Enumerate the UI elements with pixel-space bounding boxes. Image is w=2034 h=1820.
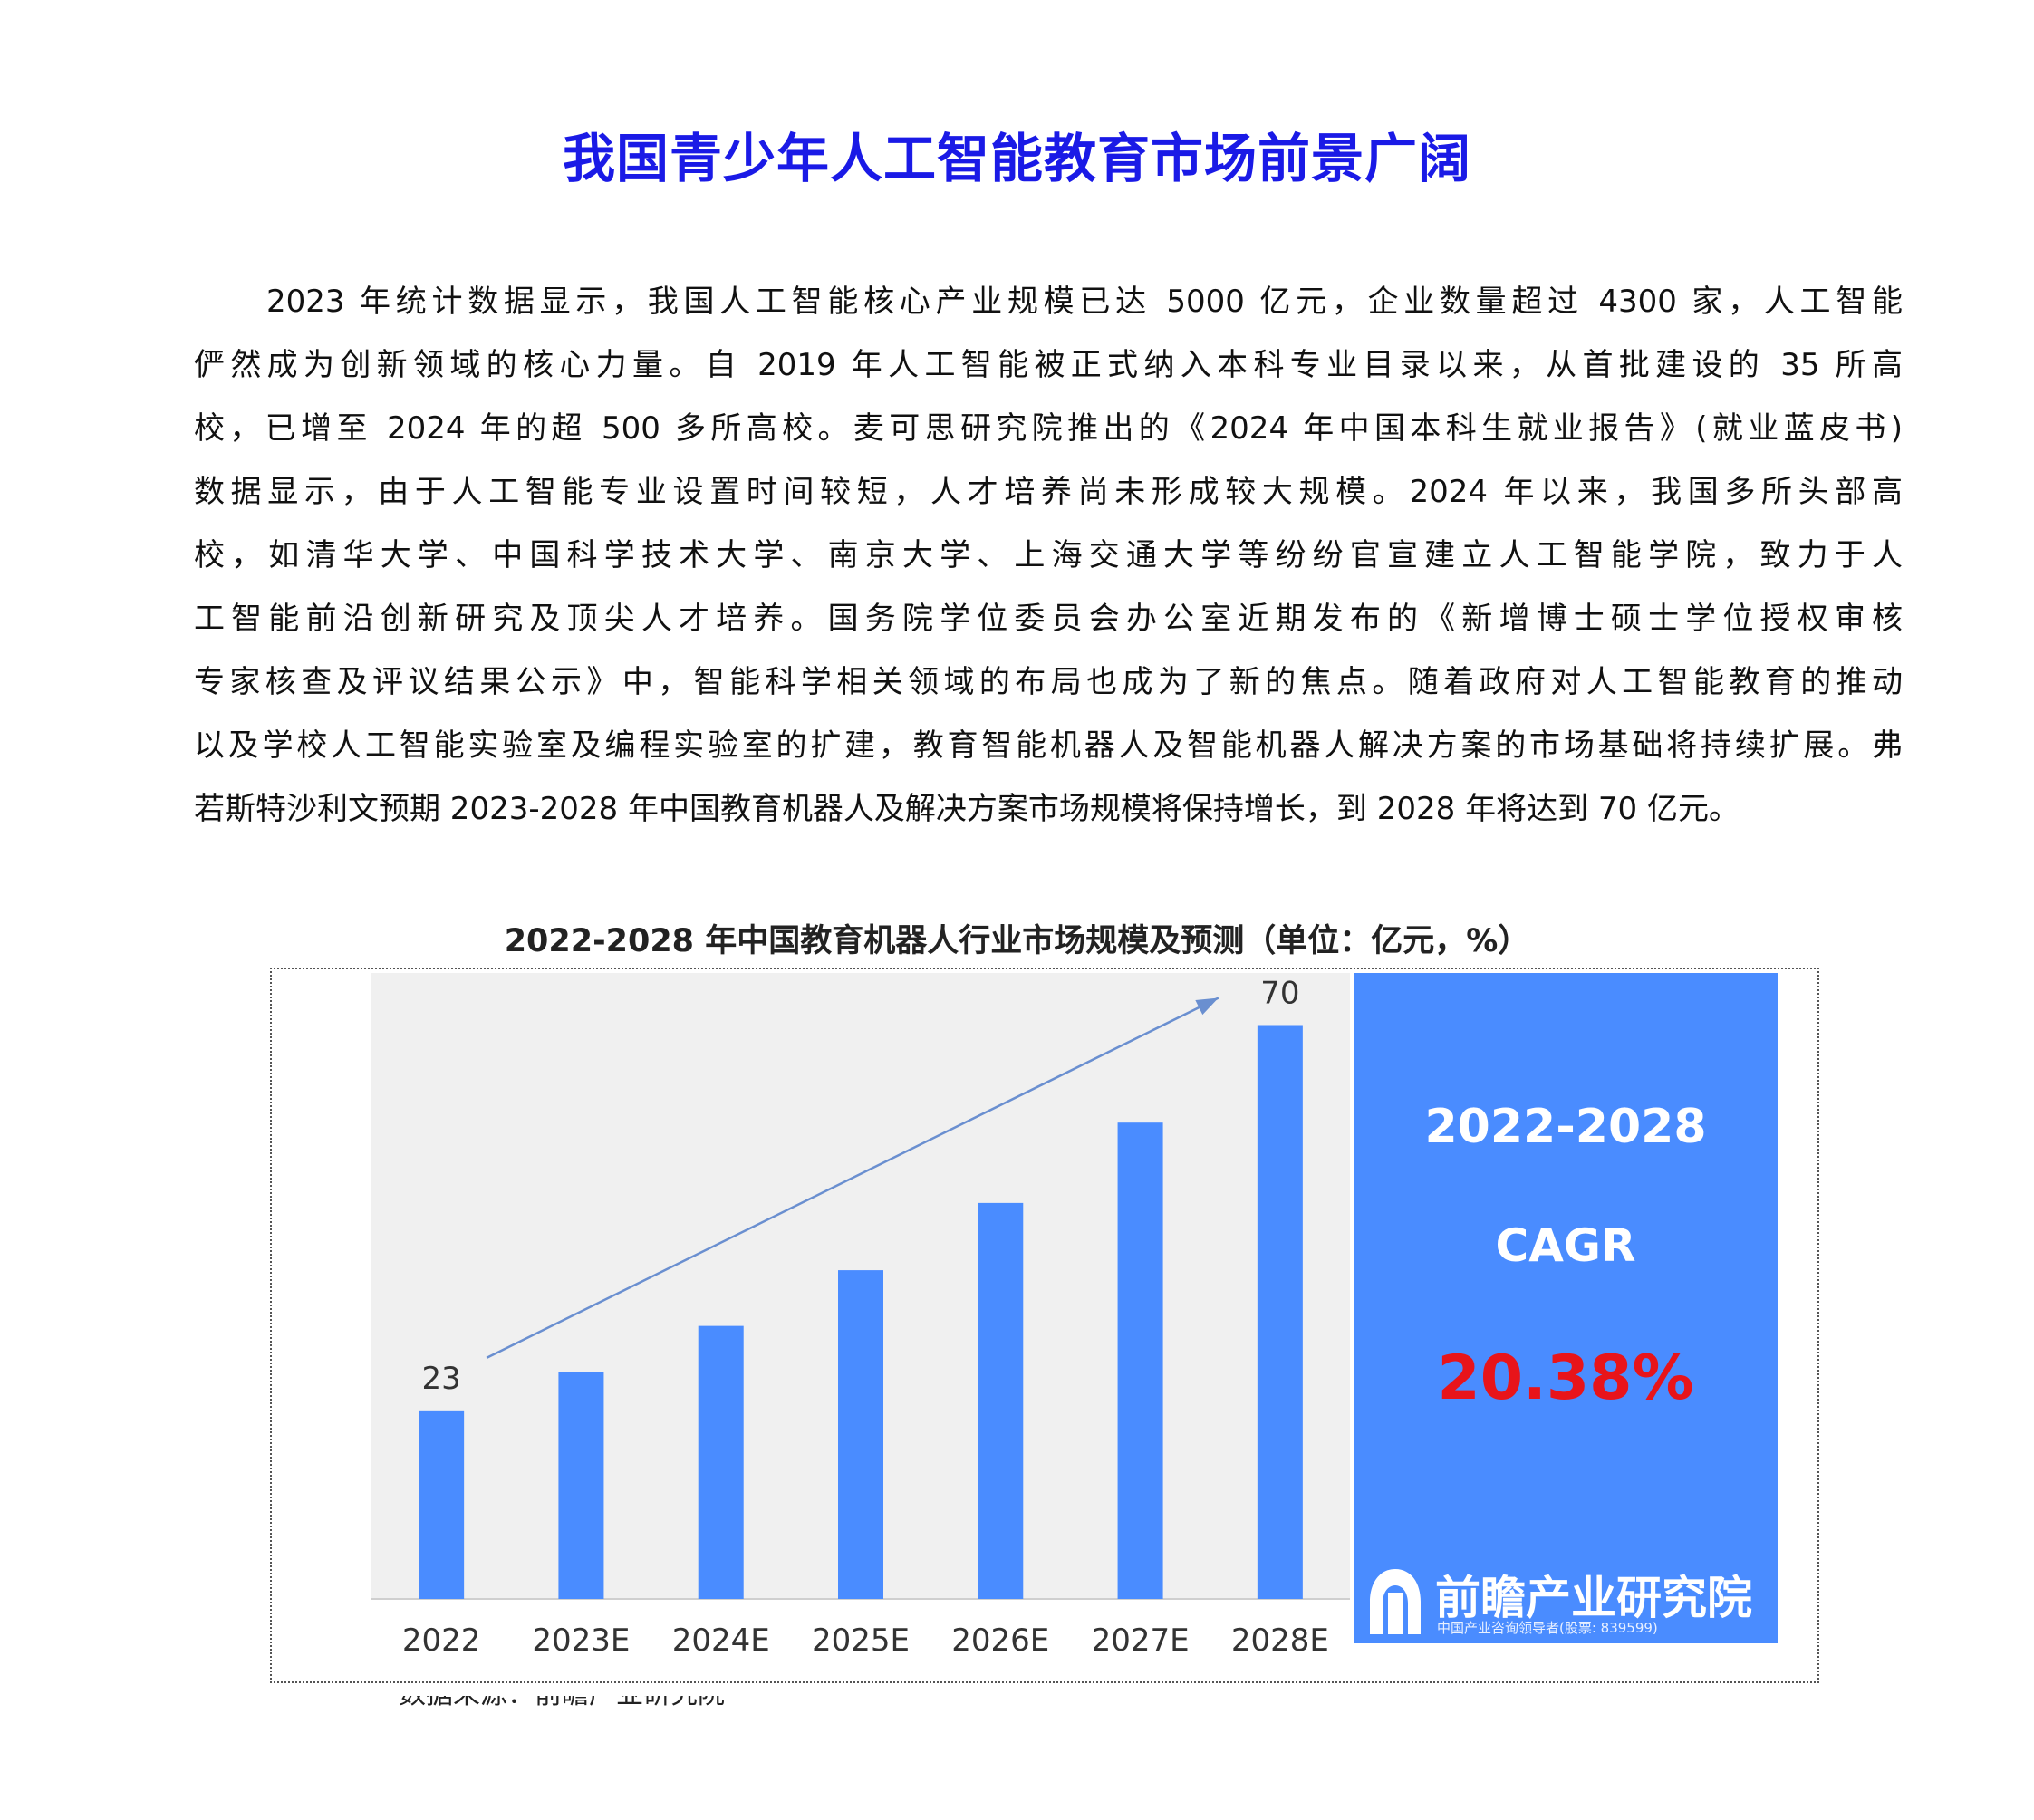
paragraph-line: 校，如清华大学、中国科学技术大学、南京大学、上海交通大学等纷纷官宣建立人工智能学…: [194, 537, 1903, 573]
paragraph-line: 工智能前沿创新研究及顶尖人才培养。国务院学位委员会办公室近期发布的《新增博士硕士…: [194, 601, 1903, 637]
x-tick-label: 2028E: [1231, 1623, 1329, 1659]
paragraph-line: 2023 年统计数据显示，我国人工智能核心产业规模已达 5000 亿元，企业数量…: [266, 284, 1903, 320]
bar: [558, 1372, 604, 1599]
cagr-years: 2022-2028: [1424, 1100, 1707, 1154]
publisher-logo: 前瞻产业研究院 中国产业咨询领导者(股票: 839599): [1363, 1562, 1770, 1640]
bar: [698, 1325, 744, 1599]
paragraph-line: 数据显示，由于人工智能专业设置时间较短，人才培养尚未形成较大规模。2024 年以…: [194, 474, 1903, 510]
paragraph-line: 校，已增至 2024 年的超 500 多所高校。麦可思研究院推出的《2024 年…: [194, 410, 1903, 447]
bar: [978, 1202, 1024, 1599]
lighthouse-icon: [1370, 1569, 1421, 1634]
x-tick-label: 2027E: [1092, 1623, 1190, 1659]
logo-name: 前瞻产业研究院: [1435, 1572, 1752, 1624]
x-tick-label: 2022: [402, 1623, 481, 1659]
body-paragraph: 2023 年统计数据显示，我国人工智能核心产业规模已达 5000 亿元，企业数量…: [194, 270, 1903, 841]
x-tick-label: 2024E: [672, 1623, 770, 1659]
x-tick-label: 2023E: [532, 1623, 630, 1659]
data-label: 70: [1260, 976, 1299, 1012]
cut-off-source-text: 数据来源：前瞻产业研究院: [399, 1696, 725, 1709]
trend-arrow-head: [1195, 997, 1219, 1016]
x-tick-label: 2025E: [812, 1623, 910, 1659]
bar: [838, 1270, 883, 1599]
paragraph-line: 以及学校人工智能实验室及编程实验室的扩建，教育智能机器人及智能机器人解决方案的市…: [194, 727, 1903, 764]
bar: [1257, 1025, 1303, 1599]
paragraph-line: 若斯特沙利文预期 2023-2028 年中国教育机器人及解决方案市场规模将保持增…: [194, 791, 1740, 827]
cagr-value: 20.38%: [1437, 1343, 1694, 1414]
page-title: 我国青少年人工智能教育市场前景广阔: [562, 128, 1471, 189]
cagr-panel: 2022-2028 CAGR 20.38% 前瞻产业研究院 中国产业咨询领导者(…: [1354, 973, 1778, 1643]
bar: [1117, 1122, 1163, 1599]
logo-subtitle: 中国产业咨询领导者(股票: 839599): [1437, 1620, 1658, 1636]
x-tick-label: 2026E: [951, 1623, 1049, 1659]
chart-title: 2022-2028 年中国教育机器人行业市场规模及预测（单位：亿元，%）: [504, 923, 1530, 959]
cut-off-source-line: 数据来源：前瞻产业研究院: [399, 1696, 924, 1709]
bar: [419, 1410, 465, 1599]
trend-arrow-line: [486, 997, 1219, 1359]
data-label: 23: [422, 1361, 461, 1397]
cagr-label: CAGR: [1495, 1219, 1636, 1272]
paragraph-line: 俨然成为创新领域的核心力量。自 2019 年人工智能被正式纳入本科专业目录以来，…: [194, 347, 1903, 383]
paragraph-line: 专家核查及评议结果公示》中，智能科学相关领域的布局也成为了新的焦点。随着政府对人…: [194, 664, 1903, 700]
